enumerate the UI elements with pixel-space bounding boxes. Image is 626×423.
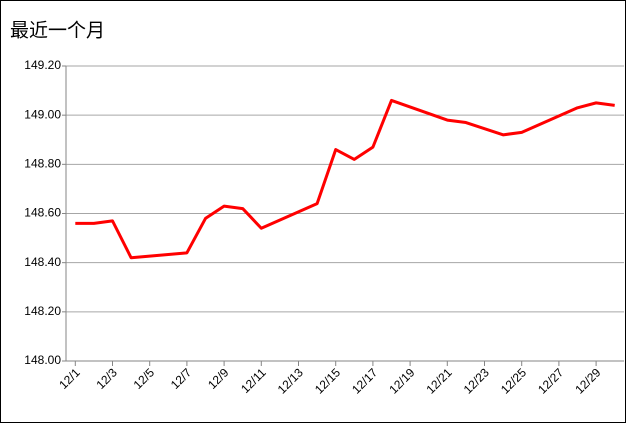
y-tick-label: 148.80	[24, 157, 61, 171]
line-series	[75, 98, 615, 260]
y-tick-label: 149.20	[24, 58, 61, 72]
y-tick-label: 148.60	[24, 206, 61, 220]
y-tick-label: 149.00	[24, 107, 61, 121]
y-tick-label: 148.20	[24, 304, 61, 318]
y-tick-label: 148.40	[24, 255, 61, 269]
y-tick-label: 148.00	[24, 353, 61, 367]
chart-title: 最近一个月	[10, 20, 105, 42]
